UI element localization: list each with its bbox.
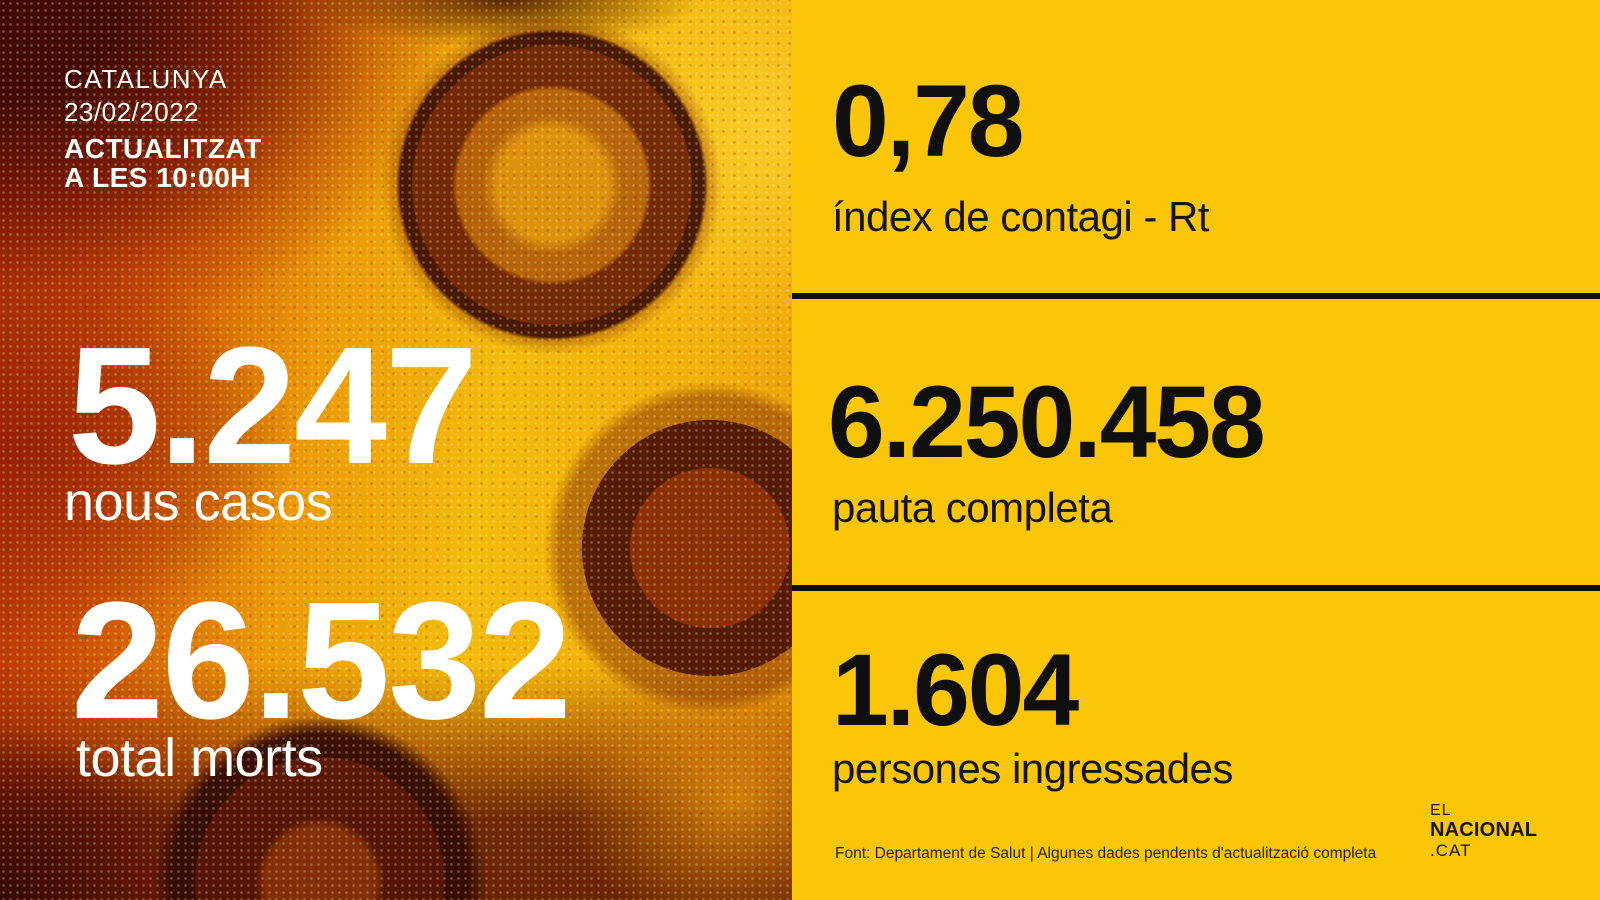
coronavirus-photo	[0, 0, 792, 900]
header-meta: CATALUNYA 23/02/2022	[64, 63, 228, 129]
full-vaccination-label: pauta completa	[832, 484, 1113, 531]
updated-time: ACTUALITZAT A LES 10:00H	[64, 134, 262, 192]
date-label: 23/02/2022	[64, 97, 200, 127]
rt-index-label: índex de contagi - Rt	[832, 193, 1210, 240]
logo-line-cat: .CAT	[1430, 841, 1472, 860]
logo-line-el: EL	[1430, 802, 1452, 819]
section-divider	[792, 293, 1600, 299]
logo-line-nacional: NACIONAL	[1430, 819, 1538, 841]
total-deaths-label: total morts	[76, 728, 323, 788]
stats-panel-background	[792, 0, 1600, 900]
el-nacional-logo: EL NACIONAL .CAT	[1430, 801, 1537, 860]
region-label: CATALUNYA	[64, 64, 228, 94]
updated-label-line2: A LES 10:00H	[64, 162, 252, 193]
source-note: Font: Departament de Salut | Algunes dad…	[835, 845, 1377, 862]
full-vaccination-value: 6.250.458	[828, 365, 1266, 479]
hospitalized-value: 1.604	[832, 633, 1079, 747]
section-divider	[792, 585, 1600, 591]
updated-label-line1: ACTUALITZAT	[64, 133, 262, 164]
new-cases-value: 5.247	[68, 313, 478, 499]
new-cases-label: nous casos	[64, 472, 333, 532]
hospitalized-label: persones ingressades	[832, 745, 1233, 792]
total-deaths-value: 26.532	[71, 568, 572, 754]
rt-index-value: 0,78	[832, 64, 1025, 178]
